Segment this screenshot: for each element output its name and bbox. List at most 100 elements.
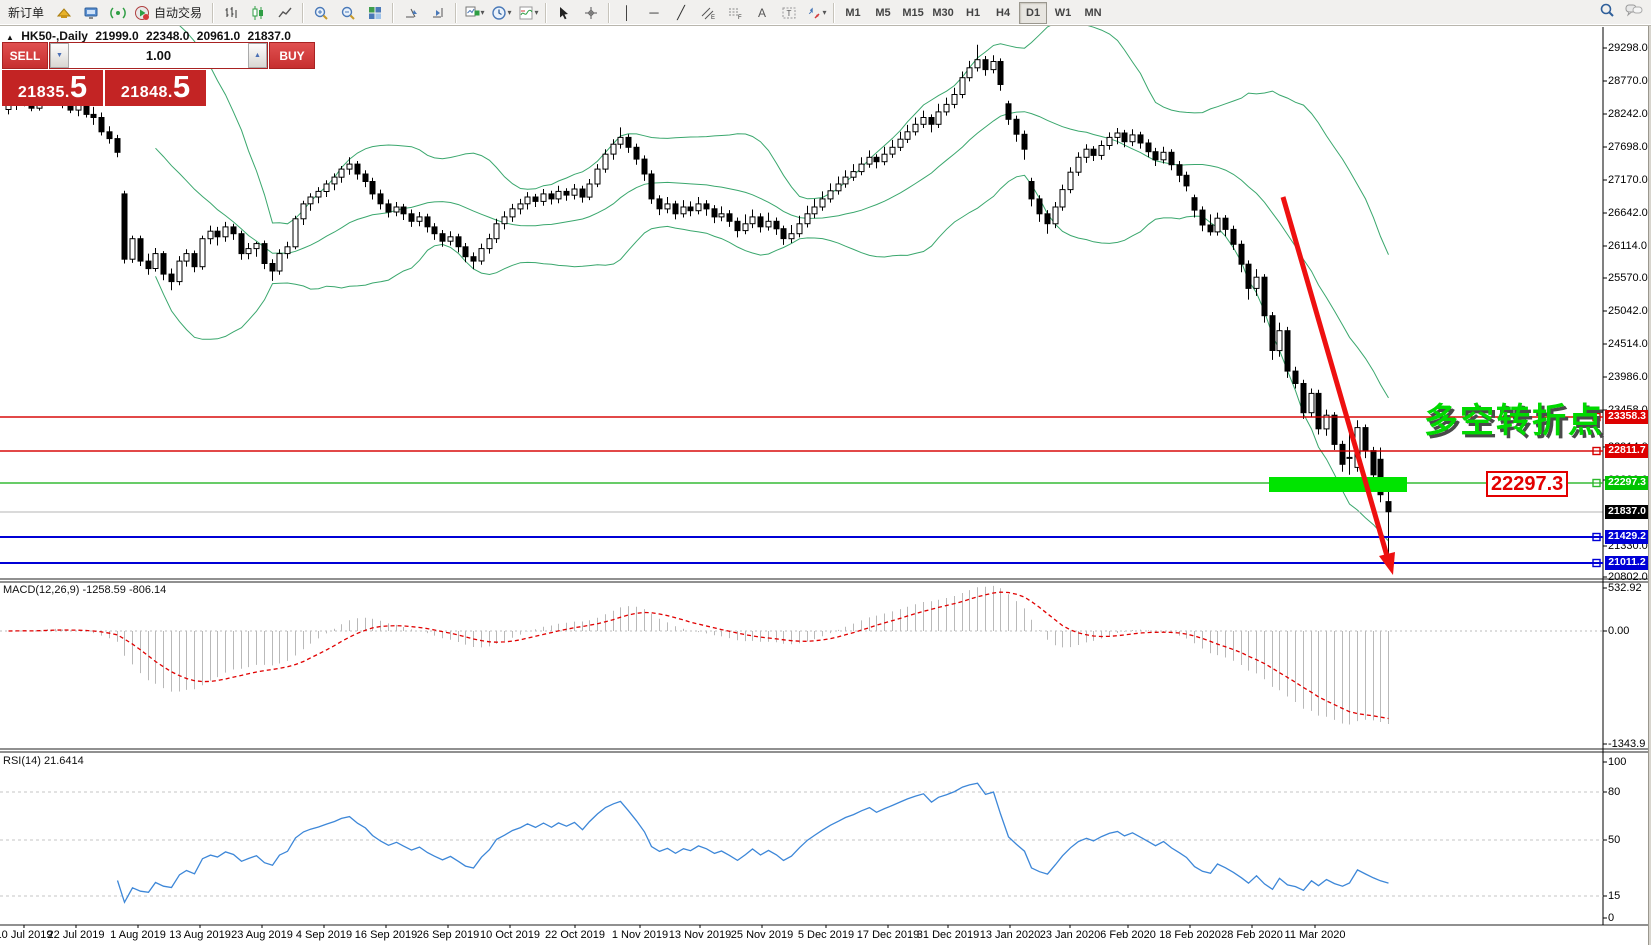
timeframe-h1[interactable]: H1 bbox=[966, 6, 981, 19]
autotrading-button[interactable]: 自动交易 bbox=[132, 2, 208, 24]
macd-tick: -1343.9 bbox=[1608, 738, 1646, 750]
toolbar-separator bbox=[455, 2, 458, 23]
date-tick[interactable]: 4 Sep 2019 bbox=[295, 929, 353, 941]
date-tick[interactable]: 13 Nov 2019 bbox=[668, 929, 732, 941]
timeframe-w1[interactable]: W1 bbox=[1054, 6, 1072, 19]
chart-shift-icon[interactable] bbox=[425, 2, 451, 24]
timeframe-m1[interactable]: M1 bbox=[845, 6, 861, 19]
date-tick[interactable]: 28 Feb 2020 bbox=[1221, 929, 1283, 941]
macd-histogram bbox=[16, 585, 1389, 725]
data-folder-icon[interactable] bbox=[51, 2, 77, 24]
rsi-line bbox=[116, 782, 1389, 904]
volume-decrease-button[interactable]: ▼ bbox=[50, 43, 69, 68]
equidistant-channel-tool-icon[interactable]: E bbox=[695, 2, 721, 24]
toolbar-separator bbox=[212, 2, 215, 23]
new-chart-button[interactable]: ▾ bbox=[461, 2, 487, 24]
bollinger-middle-band bbox=[155, 111, 1389, 399]
timeframe-h4[interactable]: H4 bbox=[996, 6, 1011, 19]
macd-tick: 0.00 bbox=[1608, 625, 1630, 637]
bar-chart-icon[interactable] bbox=[218, 2, 244, 24]
timeframe-m30[interactable]: M30 bbox=[932, 6, 954, 19]
date-tick[interactable]: 31 Dec 2019 bbox=[916, 929, 980, 941]
chevron-down-icon: ▾ bbox=[534, 8, 539, 17]
vertical-line-tool-icon[interactable]: │ bbox=[622, 5, 632, 20]
date-tick[interactable]: 13 Jan 2020 bbox=[979, 929, 1041, 941]
buy-price-display[interactable]: 21848. 5 bbox=[105, 70, 206, 106]
date-tick[interactable]: 10 Jul 2019 bbox=[0, 929, 53, 941]
chat-icon[interactable] bbox=[1625, 2, 1643, 23]
ohlc-close: 21837.0 bbox=[247, 29, 291, 43]
arrows-tool-button[interactable]: ▾ bbox=[803, 2, 829, 24]
date-tick[interactable]: 26 Sep 2019 bbox=[416, 929, 480, 941]
price-level-badge-22297.3: 22297.3 bbox=[1605, 476, 1649, 490]
volume-stepper: ▼ ▲ bbox=[49, 42, 268, 69]
timeframe-d1[interactable]: D1 bbox=[1019, 1, 1048, 24]
toolbar-separator bbox=[833, 2, 836, 23]
tile-windows-icon[interactable] bbox=[362, 2, 388, 24]
date-tick[interactable]: 6 Feb 2020 bbox=[1100, 929, 1156, 941]
text-label-tool-icon[interactable]: T bbox=[776, 2, 802, 24]
timeframe-m5[interactable]: M5 bbox=[875, 6, 891, 19]
periods-button[interactable]: ▾ bbox=[488, 2, 514, 24]
date-tick[interactable]: 23 Jan 2020 bbox=[1039, 929, 1101, 941]
signal-icon[interactable] bbox=[105, 2, 131, 24]
trend-arrow-head bbox=[1379, 552, 1395, 575]
timeframe-mn[interactable]: MN bbox=[1084, 6, 1102, 19]
bollinger-upper-band bbox=[155, 18, 1389, 255]
date-tick[interactable]: 13 Aug 2019 bbox=[169, 929, 231, 941]
text-tool-icon[interactable]: A bbox=[758, 5, 767, 20]
new-order-button[interactable]: 新订单 bbox=[2, 2, 50, 24]
zoom-in-icon[interactable] bbox=[308, 2, 334, 24]
date-tick[interactable]: 1 Nov 2019 bbox=[611, 929, 669, 941]
indicators-button[interactable]: ▾ bbox=[515, 2, 541, 24]
price-level-badge-21011.2: 21011.2 bbox=[1605, 556, 1649, 570]
ohlc-low: 20961.0 bbox=[196, 29, 241, 43]
turning-point-annotation[interactable]: 多空转折点 bbox=[1424, 402, 1604, 440]
zoom-out-icon[interactable] bbox=[335, 2, 361, 24]
date-tick[interactable]: 1 Aug 2019 bbox=[110, 929, 166, 941]
one-click-trade-panel: SELL ▼ ▲ BUY 21835. 5 21848. 5 bbox=[2, 42, 315, 106]
volume-increase-button[interactable]: ▲ bbox=[248, 43, 267, 68]
trend-arrow-line bbox=[1280, 196, 1390, 557]
volume-input[interactable] bbox=[69, 43, 248, 68]
horizontal-line-tool-icon[interactable]: ─ bbox=[649, 5, 659, 20]
sell-price-display[interactable]: 21835. 5 bbox=[2, 70, 103, 106]
date-tick[interactable]: 22 Jul 2019 bbox=[47, 929, 105, 941]
date-tick[interactable]: 18 Feb 2020 bbox=[1159, 929, 1221, 941]
date-tick[interactable]: 23 Aug 2019 bbox=[231, 929, 293, 941]
price-tick: 26642.0 bbox=[1608, 207, 1648, 219]
toolbar-separator bbox=[302, 2, 305, 23]
candlestick-chart-icon[interactable] bbox=[245, 2, 271, 24]
bollinger-lower-band bbox=[155, 174, 1389, 542]
price-callout-box[interactable]: 22297.3 bbox=[1486, 471, 1569, 497]
line-chart-icon[interactable] bbox=[272, 2, 298, 24]
date-tick[interactable]: 10 Oct 2019 bbox=[480, 929, 540, 941]
date-tick[interactable]: 25 Nov 2019 bbox=[730, 929, 794, 941]
fibonacci-tool-icon[interactable]: F bbox=[722, 2, 748, 24]
date-tick[interactable]: 16 Sep 2019 bbox=[354, 929, 418, 941]
search-icon[interactable] bbox=[1599, 2, 1615, 23]
date-tick[interactable]: 17 Dec 2019 bbox=[856, 929, 920, 941]
timeframe-bar: M1 M5 M15 M30 H1 H4 D1 W1 MN bbox=[839, 1, 1107, 24]
price-tick: 28242.0 bbox=[1608, 108, 1648, 120]
buy-button[interactable]: BUY bbox=[269, 42, 315, 69]
cursor-icon[interactable] bbox=[551, 2, 577, 24]
price-tick: 28770.0 bbox=[1608, 75, 1648, 87]
date-tick[interactable]: 11 Mar 2020 bbox=[1284, 929, 1346, 941]
sell-button[interactable]: SELL bbox=[2, 42, 48, 69]
price-tick: 27170.0 bbox=[1608, 174, 1648, 186]
timeframe-m15[interactable]: M15 bbox=[902, 6, 924, 19]
date-tick[interactable]: 22 Oct 2019 bbox=[545, 929, 605, 941]
rsi-tick: 15 bbox=[1608, 890, 1621, 902]
trendline-tool-icon[interactable]: ╱ bbox=[677, 5, 685, 20]
price-level-badge-21429.2: 21429.2 bbox=[1605, 530, 1649, 544]
price-tick: 25042.0 bbox=[1608, 305, 1648, 317]
auto-scroll-icon[interactable] bbox=[398, 2, 424, 24]
crosshair-icon[interactable] bbox=[578, 2, 604, 24]
date-tick[interactable]: 5 Dec 2019 bbox=[797, 929, 855, 941]
window-collapse-icon[interactable]: ▲ bbox=[6, 33, 14, 42]
terminal-icon[interactable] bbox=[78, 2, 104, 24]
candlestick-series bbox=[5, 44, 1392, 567]
rsi-tick: 50 bbox=[1608, 834, 1621, 846]
